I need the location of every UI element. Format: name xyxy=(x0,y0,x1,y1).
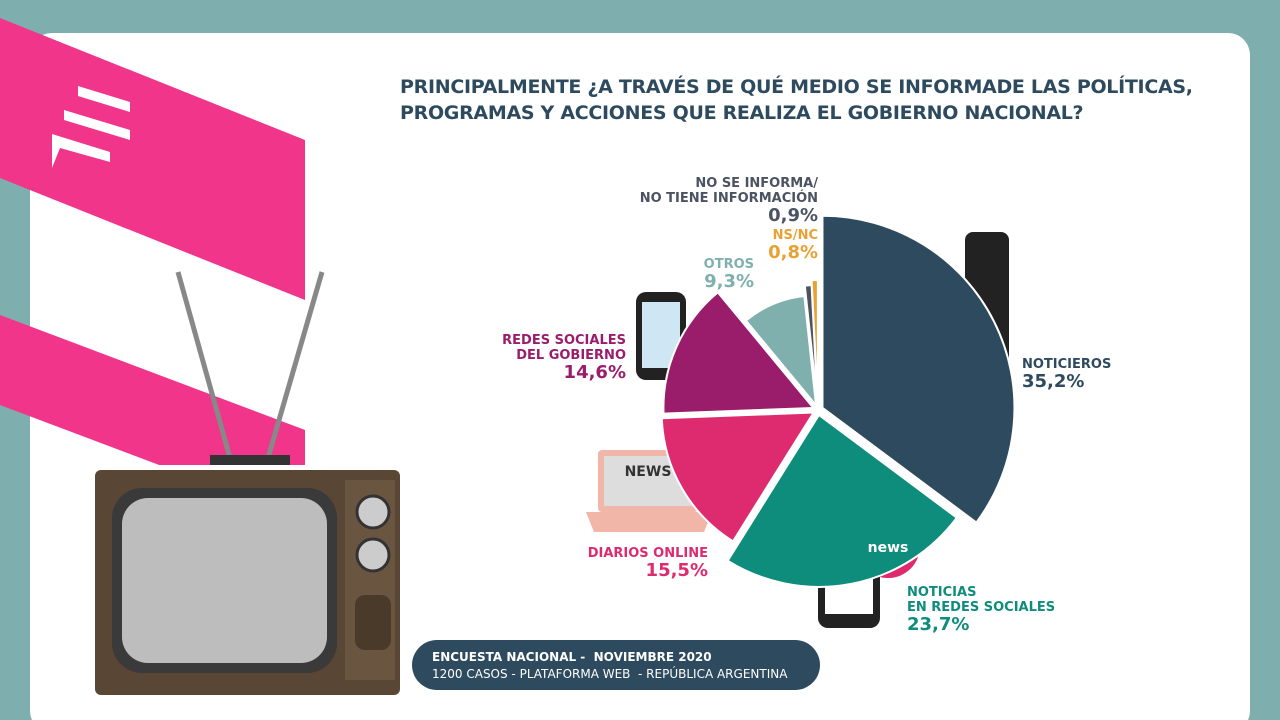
slice-label: REDES SOCIALES DEL GOBIERNO 14,6% xyxy=(502,333,626,383)
slice-label: NOTICIAS EN REDES SOCIALES 23,7% xyxy=(907,585,1055,635)
value-label: 15,5% xyxy=(645,560,708,581)
slice-label: NS/NC 0,8% xyxy=(768,228,818,263)
laptop-text: NEWS xyxy=(625,464,672,480)
logo xyxy=(52,86,130,168)
slice-label: NO SE INFORMA/ NO TIENE INFORMACIÓN 0,9% xyxy=(640,176,818,226)
value-label: 0,9% xyxy=(768,205,818,226)
category-name: REDES SOCIALES DEL GOBIERNO xyxy=(502,333,626,363)
value-label: 35,2% xyxy=(1022,371,1085,392)
chart-title: PRINCIPALMENTE ¿A TRAVÉS DE QUÉ MEDIO SE… xyxy=(400,76,1193,124)
category-name: NOTICIEROS xyxy=(1022,357,1112,372)
pie-slice xyxy=(810,279,819,406)
category-name: NOTICIAS EN REDES SOCIALES xyxy=(907,585,1056,615)
pie-slice xyxy=(726,413,959,588)
footer-line: 1200 CASOS - PLATAFORMA WEB - REPÚBLICA … xyxy=(432,667,788,681)
bubble-text: news xyxy=(868,540,909,556)
value-label: 14,6% xyxy=(563,362,626,383)
value-label: 9,3% xyxy=(704,271,754,292)
slice-label: DIARIOS ONLINE 15,5% xyxy=(588,546,708,581)
footer: ENCUESTA NACIONAL - NOVIEMBRE 2020 1200 … xyxy=(412,640,820,690)
slice-label: NOTICIEROS 35,2% xyxy=(1022,357,1111,392)
pink-band xyxy=(0,18,305,300)
pie-slice xyxy=(744,294,818,409)
slice-label: OTROS 9,3% xyxy=(704,257,754,292)
value-label: 23,7% xyxy=(907,614,970,635)
footer-line: ENCUESTA NACIONAL - NOVIEMBRE 2020 xyxy=(432,650,712,664)
category-name: NO SE INFORMA/ NO TIENE INFORMACIÓN xyxy=(639,176,818,206)
tv xyxy=(88,271,408,705)
pie xyxy=(660,214,1016,588)
pie-slice xyxy=(660,411,816,543)
pie-slice xyxy=(821,214,1016,524)
category-name: OTROS xyxy=(703,257,754,272)
category-name: DIARIOS ONLINE xyxy=(587,546,708,561)
value-label: 0,8% xyxy=(768,242,818,263)
pie-slice xyxy=(662,290,816,415)
category-name: NS/NC xyxy=(772,228,818,243)
